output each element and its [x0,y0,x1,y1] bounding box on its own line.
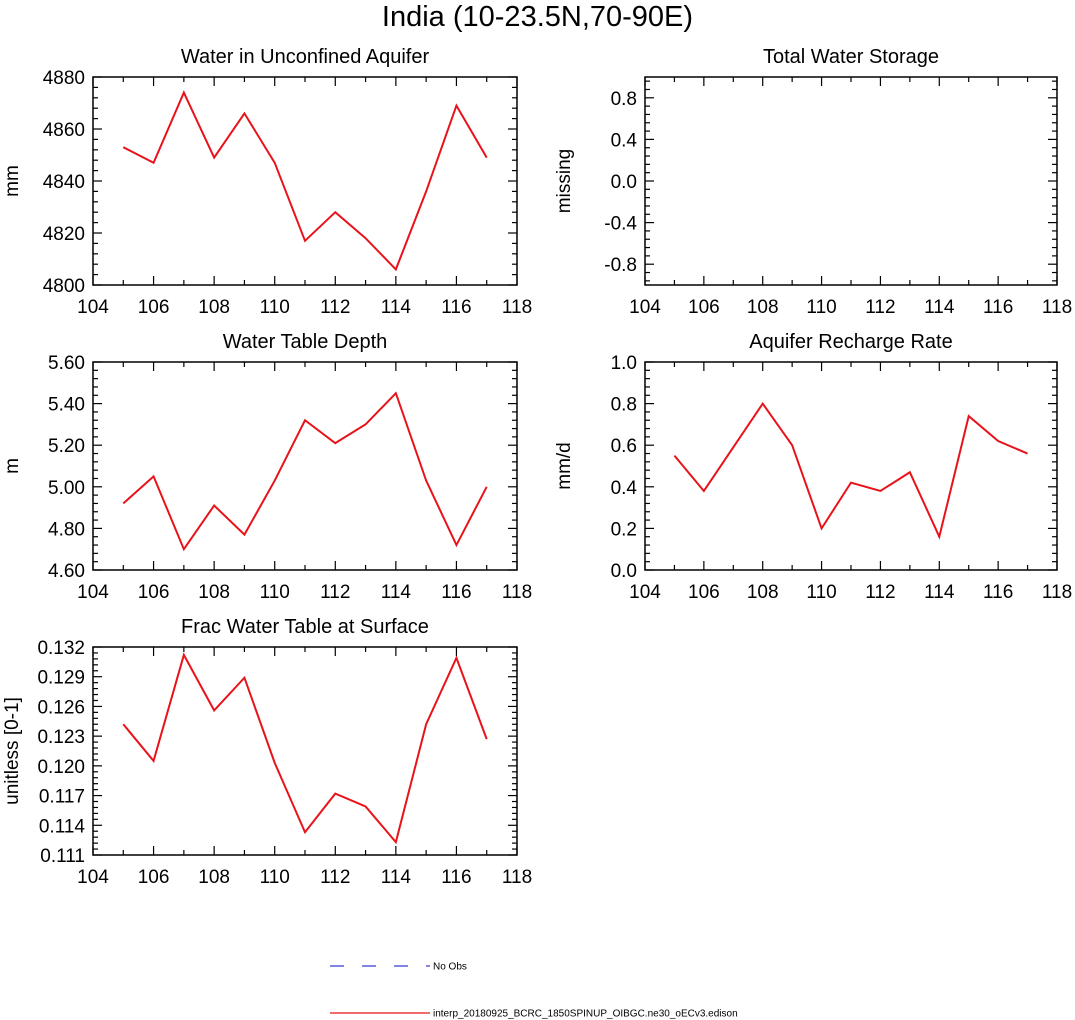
panel-3: Water Table Depth m 104 106 108 110 112 114 116 1… [2,331,532,603]
plot-frame [644,361,1058,571]
x-tick-label: 108 [198,867,230,888]
x-tick-label: 110 [260,582,290,603]
x-tick-label: 108 [747,297,779,318]
y-tick-label: 5.40 [48,395,85,416]
y-tick-label: 0.117 [39,787,85,808]
x-tick-label: 118 [1042,582,1072,603]
series-line-1 [122,90,488,272]
y-tick-label: 0.120 [37,757,85,778]
y-tick-label: 0.126 [37,697,85,718]
x-tick-label: 116 [441,582,471,603]
x-tick-label: 106 [688,297,720,318]
y-axis-label: mm [2,165,23,197]
x-tick-label: 114 [381,297,412,318]
x-tick-label: 104 [77,867,109,888]
panel-title: Aquifer Recharge Rate [749,331,952,353]
x-tick-label: 104 [629,297,661,318]
x-tick-label: 114 [381,867,412,888]
y-axis-label: mm/d [554,442,575,490]
y-tick-label: 4820 [43,224,85,245]
y-tick-label: 4.60 [48,561,85,582]
x-tick-label: 104 [77,582,109,603]
legend-label-2: interp_20180925_BCRC_1850SPINUP_OIBGC.ne… [433,1009,738,1020]
series-line-1 [673,401,1028,540]
x-tick-label: 114 [381,582,412,603]
y-tick-label: 4840 [43,172,85,193]
panel-title: Water in Unconfined Aquifer [181,46,430,68]
panel-1: Water in Unconfined Aquifer mm 104 106 108 11… [2,46,532,318]
x-tick-label: 112 [320,582,350,603]
y-tick-label: 4860 [43,120,85,141]
panel-5: Frac Water Table at Surface unitless [0-1… [2,616,532,888]
y-tick-label: 0.129 [37,668,85,689]
y-axis-label: m [2,458,23,474]
x-tick-label: 104 [77,297,109,318]
panels: Water in Unconfined Aquifer mm 104 106 108 11… [2,46,1072,888]
x-tick-label: 110 [260,867,290,888]
x-tick-label: 114 [924,297,955,318]
x-tick-label: 108 [747,582,779,603]
x-tick-label: 110 [806,582,836,603]
y-tick-label: -0.8 [604,255,637,276]
y-tick-label: 5.20 [48,436,85,457]
x-tick-label: 112 [865,297,895,318]
y-tick-label: 0.111 [40,846,85,867]
y-tick-label: 1.0 [611,353,637,374]
x-tick-label: 112 [865,582,895,603]
y-tick-label: 0.2 [611,519,637,540]
x-tick-label: 104 [629,582,661,603]
y-tick-label: 0.8 [611,89,637,110]
x-tick-label: 118 [502,582,532,603]
x-tick-label: 116 [441,867,471,888]
panel-title: Frac Water Table at Surface [181,616,429,638]
page-title: India (10-23.5N,70-90E) [381,1,694,33]
series-line-1 [122,652,488,845]
x-tick-label: 108 [198,297,230,318]
y-tick-label: 4.80 [48,519,85,540]
y-tick-label: 4880 [43,68,85,89]
x-tick-label: 112 [320,297,350,318]
y-axis-label: missing [554,149,575,213]
x-tick-label: 110 [260,297,290,318]
y-tick-label: 0.8 [611,395,637,416]
panel-4: Aquifer Recharge Rate mm/d 104 106 108 110 112… [554,331,1072,603]
legend-label-1: No Obs [433,962,467,973]
y-tick-label: 0.4 [611,478,638,499]
y-tick-label: 4800 [43,276,85,297]
y-tick-label: 0.4 [611,130,638,151]
y-tick-label: 5.60 [48,353,85,374]
panel-title: Total Water Storage [763,46,939,68]
x-tick-label: 118 [502,867,532,888]
y-tick-label: 0.123 [37,727,85,748]
x-tick-label: 116 [983,582,1013,603]
panel-title: Water Table Depth [223,331,388,353]
y-tick-label: 5.00 [48,478,85,499]
series-line-1 [122,391,488,552]
y-tick-label: 0.6 [611,436,637,457]
x-tick-label: 118 [1042,297,1072,318]
y-tick-label: 0.132 [37,638,85,659]
x-tick-label: 116 [983,297,1013,318]
x-tick-label: 106 [138,582,170,603]
y-tick-label: 0.0 [611,561,637,582]
x-tick-label: 118 [502,297,532,318]
x-tick-label: 116 [441,297,471,318]
x-tick-label: 106 [688,582,720,603]
y-axis-label: unitless [0-1] [2,697,23,805]
panel-2: Total Water Storage missing 104 106 108 110 11… [554,46,1072,318]
x-tick-label: 106 [138,867,170,888]
x-tick-label: 106 [138,297,170,318]
x-tick-label: 112 [320,867,350,888]
x-tick-label: 108 [198,582,230,603]
y-tick-label: 0.114 [39,816,86,837]
plot-frame [644,76,1058,286]
x-tick-label: 110 [806,297,836,318]
x-tick-label: 114 [924,582,955,603]
legend: No Obs interp_20180925_BCRC_1850SPINUP_OI… [330,962,738,1020]
plot-frame [92,76,518,286]
y-tick-label: -0.4 [604,214,637,235]
y-tick-label: 0.0 [611,172,637,193]
